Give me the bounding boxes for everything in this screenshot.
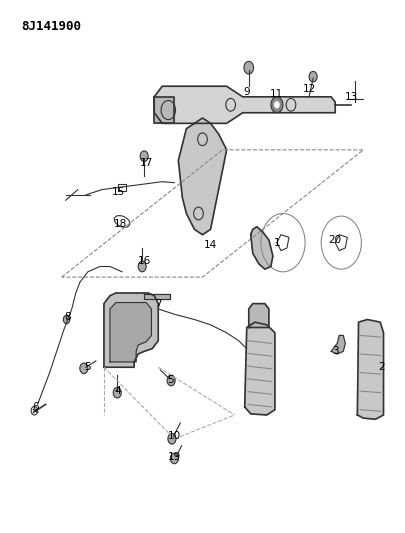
Circle shape xyxy=(113,387,121,398)
Text: 18: 18 xyxy=(113,219,127,229)
Polygon shape xyxy=(251,227,273,269)
Circle shape xyxy=(140,151,148,161)
Circle shape xyxy=(171,453,178,464)
Text: 6: 6 xyxy=(32,402,39,412)
Text: 2: 2 xyxy=(378,362,385,372)
Circle shape xyxy=(138,261,146,272)
Polygon shape xyxy=(104,293,158,367)
Polygon shape xyxy=(110,303,151,362)
Text: 8J141900: 8J141900 xyxy=(21,20,81,33)
Polygon shape xyxy=(154,86,335,123)
Text: 12: 12 xyxy=(303,84,316,94)
Text: 11: 11 xyxy=(270,89,283,99)
Polygon shape xyxy=(144,294,171,300)
Circle shape xyxy=(309,71,317,82)
Text: 15: 15 xyxy=(111,187,125,197)
Text: 19: 19 xyxy=(168,453,181,463)
Circle shape xyxy=(167,375,175,386)
Circle shape xyxy=(80,363,88,374)
Text: 13: 13 xyxy=(345,92,358,102)
Text: 5: 5 xyxy=(167,375,174,385)
Polygon shape xyxy=(357,319,384,419)
Text: 4: 4 xyxy=(115,386,122,396)
Text: 14: 14 xyxy=(204,240,217,251)
Text: 5: 5 xyxy=(85,362,91,372)
Polygon shape xyxy=(178,118,227,235)
Text: 10: 10 xyxy=(168,431,181,441)
Polygon shape xyxy=(249,304,269,327)
Text: 17: 17 xyxy=(140,158,153,168)
Text: 8: 8 xyxy=(64,312,71,322)
Text: 1: 1 xyxy=(274,238,280,248)
Circle shape xyxy=(244,61,254,74)
Text: 7: 7 xyxy=(155,298,162,309)
Text: 20: 20 xyxy=(329,235,342,245)
Text: 9: 9 xyxy=(243,86,250,96)
Polygon shape xyxy=(331,335,345,354)
Circle shape xyxy=(63,316,70,324)
Text: 16: 16 xyxy=(138,256,151,266)
Text: 3: 3 xyxy=(332,346,339,357)
Circle shape xyxy=(271,97,283,113)
Polygon shape xyxy=(245,322,275,415)
Polygon shape xyxy=(154,97,174,123)
Circle shape xyxy=(274,101,280,109)
Circle shape xyxy=(168,433,176,444)
